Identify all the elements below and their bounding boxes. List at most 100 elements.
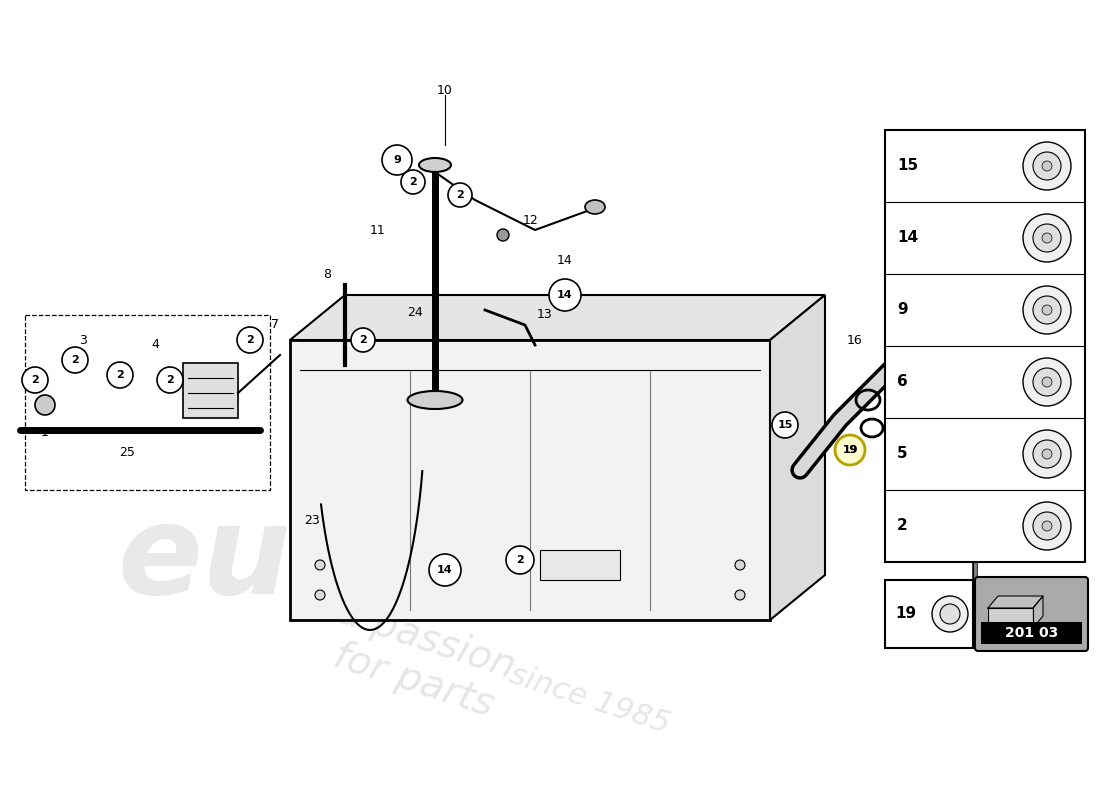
Text: 25: 25 <box>119 446 135 458</box>
Text: 14: 14 <box>437 565 453 575</box>
Ellipse shape <box>585 200 605 214</box>
Text: 10: 10 <box>437 83 453 97</box>
Bar <box>886 130 1085 562</box>
Text: 14: 14 <box>896 230 918 246</box>
Text: 4: 4 <box>151 338 158 351</box>
Circle shape <box>22 367 48 393</box>
Circle shape <box>497 229 509 241</box>
Ellipse shape <box>407 391 462 409</box>
Circle shape <box>107 362 133 388</box>
Text: 2: 2 <box>246 335 254 345</box>
Circle shape <box>1023 142 1071 190</box>
Text: 2: 2 <box>117 370 124 380</box>
Text: 15: 15 <box>778 420 793 430</box>
Circle shape <box>1023 358 1071 406</box>
Circle shape <box>1042 161 1052 171</box>
Circle shape <box>429 554 461 586</box>
Polygon shape <box>988 596 1043 608</box>
Text: 24: 24 <box>407 306 422 319</box>
Text: 21: 21 <box>882 383 898 397</box>
Text: 18: 18 <box>962 203 978 217</box>
Text: 7: 7 <box>271 318 279 331</box>
Text: since 1985: since 1985 <box>506 661 673 739</box>
Text: 13: 13 <box>537 309 553 322</box>
Circle shape <box>1023 286 1071 334</box>
Text: 19: 19 <box>895 606 916 622</box>
Bar <box>915 290 1015 380</box>
Text: 12: 12 <box>524 214 539 226</box>
Text: eurp: eurp <box>118 499 442 621</box>
Circle shape <box>1023 430 1071 478</box>
Circle shape <box>236 327 263 353</box>
Circle shape <box>932 596 968 632</box>
Circle shape <box>35 395 55 415</box>
Polygon shape <box>988 608 1033 628</box>
Circle shape <box>1023 502 1071 550</box>
Circle shape <box>351 328 375 352</box>
Text: 11: 11 <box>370 223 385 237</box>
Polygon shape <box>290 295 825 340</box>
Polygon shape <box>1033 596 1043 628</box>
Circle shape <box>506 546 534 574</box>
Bar <box>540 550 620 580</box>
Bar <box>25 315 270 490</box>
Circle shape <box>1042 449 1052 459</box>
Circle shape <box>1042 305 1052 315</box>
Text: 9: 9 <box>393 155 400 165</box>
Circle shape <box>1033 296 1062 324</box>
Circle shape <box>772 412 798 438</box>
Text: 2: 2 <box>409 177 417 187</box>
Text: 2: 2 <box>516 555 524 565</box>
Text: 5: 5 <box>896 446 907 462</box>
Circle shape <box>940 604 960 624</box>
Polygon shape <box>770 295 825 620</box>
Circle shape <box>835 435 865 465</box>
Text: a passion
for parts: a passion for parts <box>320 593 520 727</box>
Circle shape <box>1033 152 1062 180</box>
Text: 9: 9 <box>896 302 907 318</box>
Bar <box>886 580 974 648</box>
Circle shape <box>157 367 183 393</box>
Text: 19: 19 <box>843 445 857 455</box>
Text: 2: 2 <box>359 335 367 345</box>
Circle shape <box>382 145 412 175</box>
Text: 2: 2 <box>896 518 907 534</box>
Circle shape <box>1023 214 1071 262</box>
Circle shape <box>315 590 324 600</box>
Text: 19: 19 <box>843 445 858 455</box>
Text: 2: 2 <box>166 375 174 385</box>
Text: 15: 15 <box>896 158 918 174</box>
Circle shape <box>315 560 324 570</box>
Text: 17: 17 <box>927 294 943 306</box>
Circle shape <box>1042 521 1052 531</box>
Text: 20: 20 <box>992 463 1008 477</box>
Text: 2: 2 <box>31 375 38 385</box>
Circle shape <box>402 170 425 194</box>
Text: 6: 6 <box>896 374 907 390</box>
Bar <box>290 340 770 620</box>
Circle shape <box>1042 377 1052 387</box>
Text: 22: 22 <box>890 422 906 434</box>
Circle shape <box>735 560 745 570</box>
Text: 3: 3 <box>79 334 87 346</box>
Circle shape <box>62 347 88 373</box>
Circle shape <box>448 183 472 207</box>
Text: 14: 14 <box>558 290 573 300</box>
Text: 8: 8 <box>323 269 331 282</box>
Circle shape <box>1033 440 1062 468</box>
Text: 1: 1 <box>41 426 48 439</box>
Circle shape <box>1042 233 1052 243</box>
Text: 14: 14 <box>557 254 573 266</box>
Circle shape <box>1033 368 1062 396</box>
Text: 2: 2 <box>456 190 464 200</box>
Circle shape <box>1033 224 1062 252</box>
Circle shape <box>835 435 865 465</box>
Ellipse shape <box>419 158 451 172</box>
Bar <box>183 363 238 418</box>
Text: 2: 2 <box>72 355 79 365</box>
Text: 16: 16 <box>847 334 862 346</box>
Circle shape <box>1033 512 1062 540</box>
Circle shape <box>549 279 581 311</box>
FancyBboxPatch shape <box>975 577 1088 651</box>
Bar <box>981 622 1082 644</box>
